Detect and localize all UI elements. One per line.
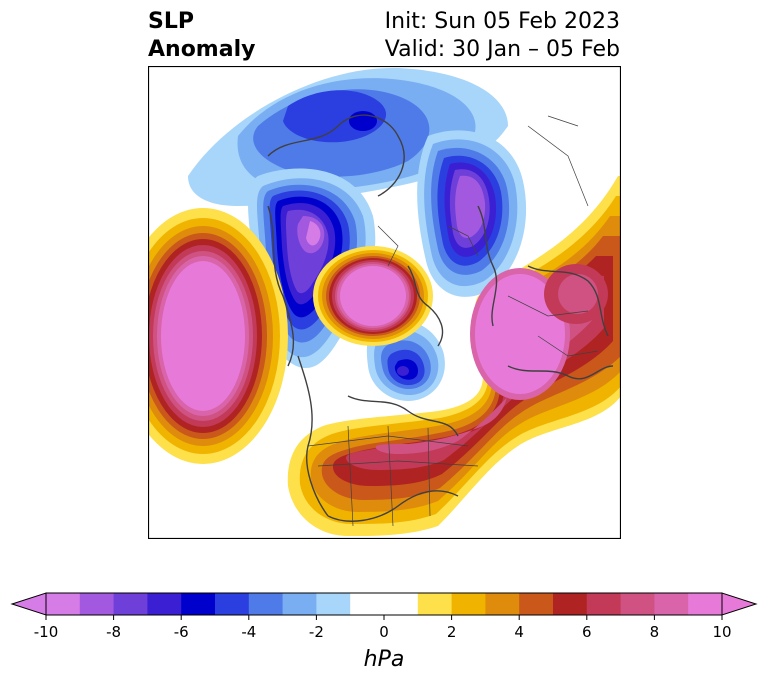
colorbar-tick-label: 6 — [582, 623, 592, 641]
colorbar-cell — [688, 593, 723, 615]
colorbar-tick-label: 4 — [514, 623, 524, 641]
colorbar-cell — [181, 593, 216, 615]
colorbar-unit-label: hPa — [364, 647, 405, 672]
colorbar: -10 -8 -6 -4 -2 0 2 4 6 8 10 hPa — [10, 592, 758, 672]
colorbar-tick-label: 10 — [712, 623, 731, 641]
title-type: Anomaly — [148, 37, 256, 62]
north-america-low — [417, 130, 527, 297]
colorbar-cells — [10, 592, 758, 616]
colorbar-tick-label: 0 — [379, 623, 389, 641]
colorbar-cell — [79, 593, 115, 615]
colorbar-cell — [147, 593, 182, 615]
colorbar-cell — [620, 593, 655, 615]
colorbar-cell — [451, 593, 486, 615]
colorbar-cell — [282, 593, 317, 615]
init-date: Init: Sun 05 Feb 2023 — [384, 9, 620, 34]
map-dates: Init: Sun 05 Feb 2023 Valid: 30 Jan – 05… — [385, 8, 620, 64]
colorbar-ticks: -10 -8 -6 -4 -2 0 2 4 6 8 10 — [34, 615, 732, 641]
colorbar-tick-label: -6 — [174, 623, 189, 641]
colorbar-cell — [519, 593, 554, 615]
colorbar-cell — [350, 593, 419, 615]
map-frame — [148, 66, 621, 539]
coastlines — [267, 114, 614, 522]
colorbar-cell — [316, 593, 351, 615]
title-variable: SLP — [148, 9, 194, 34]
colorbar-tick-label: -10 — [34, 623, 59, 641]
colorbar-tick-label: 8 — [650, 623, 660, 641]
map-title: SLP Anomaly — [148, 8, 255, 64]
arctic-high — [313, 246, 433, 346]
colorbar-extend-max — [721, 592, 758, 616]
colorbar-cell — [654, 593, 689, 615]
colorbar-tick-label: 2 — [447, 623, 457, 641]
colorbar-tick-label: -2 — [309, 623, 324, 641]
country-borders — [307, 115, 599, 527]
north-pacific-high — [148, 208, 288, 464]
slp-anomaly-map — [148, 66, 621, 539]
colorbar-cell — [586, 593, 622, 615]
colorbar-tick-label: -4 — [241, 623, 256, 641]
valid-range: Valid: 30 Jan – 05 Feb — [384, 37, 620, 62]
colorbar-cell — [485, 593, 520, 615]
colorbar-cell — [215, 593, 250, 615]
colorbar-cell — [113, 593, 148, 615]
colorbar-cell — [553, 593, 588, 615]
colorbar-cell — [417, 593, 453, 615]
colorbar-tick-label: -8 — [106, 623, 121, 641]
colorbar-cell — [248, 593, 284, 615]
colorbar-cell — [46, 593, 81, 615]
colorbar-extend-min — [10, 592, 47, 616]
